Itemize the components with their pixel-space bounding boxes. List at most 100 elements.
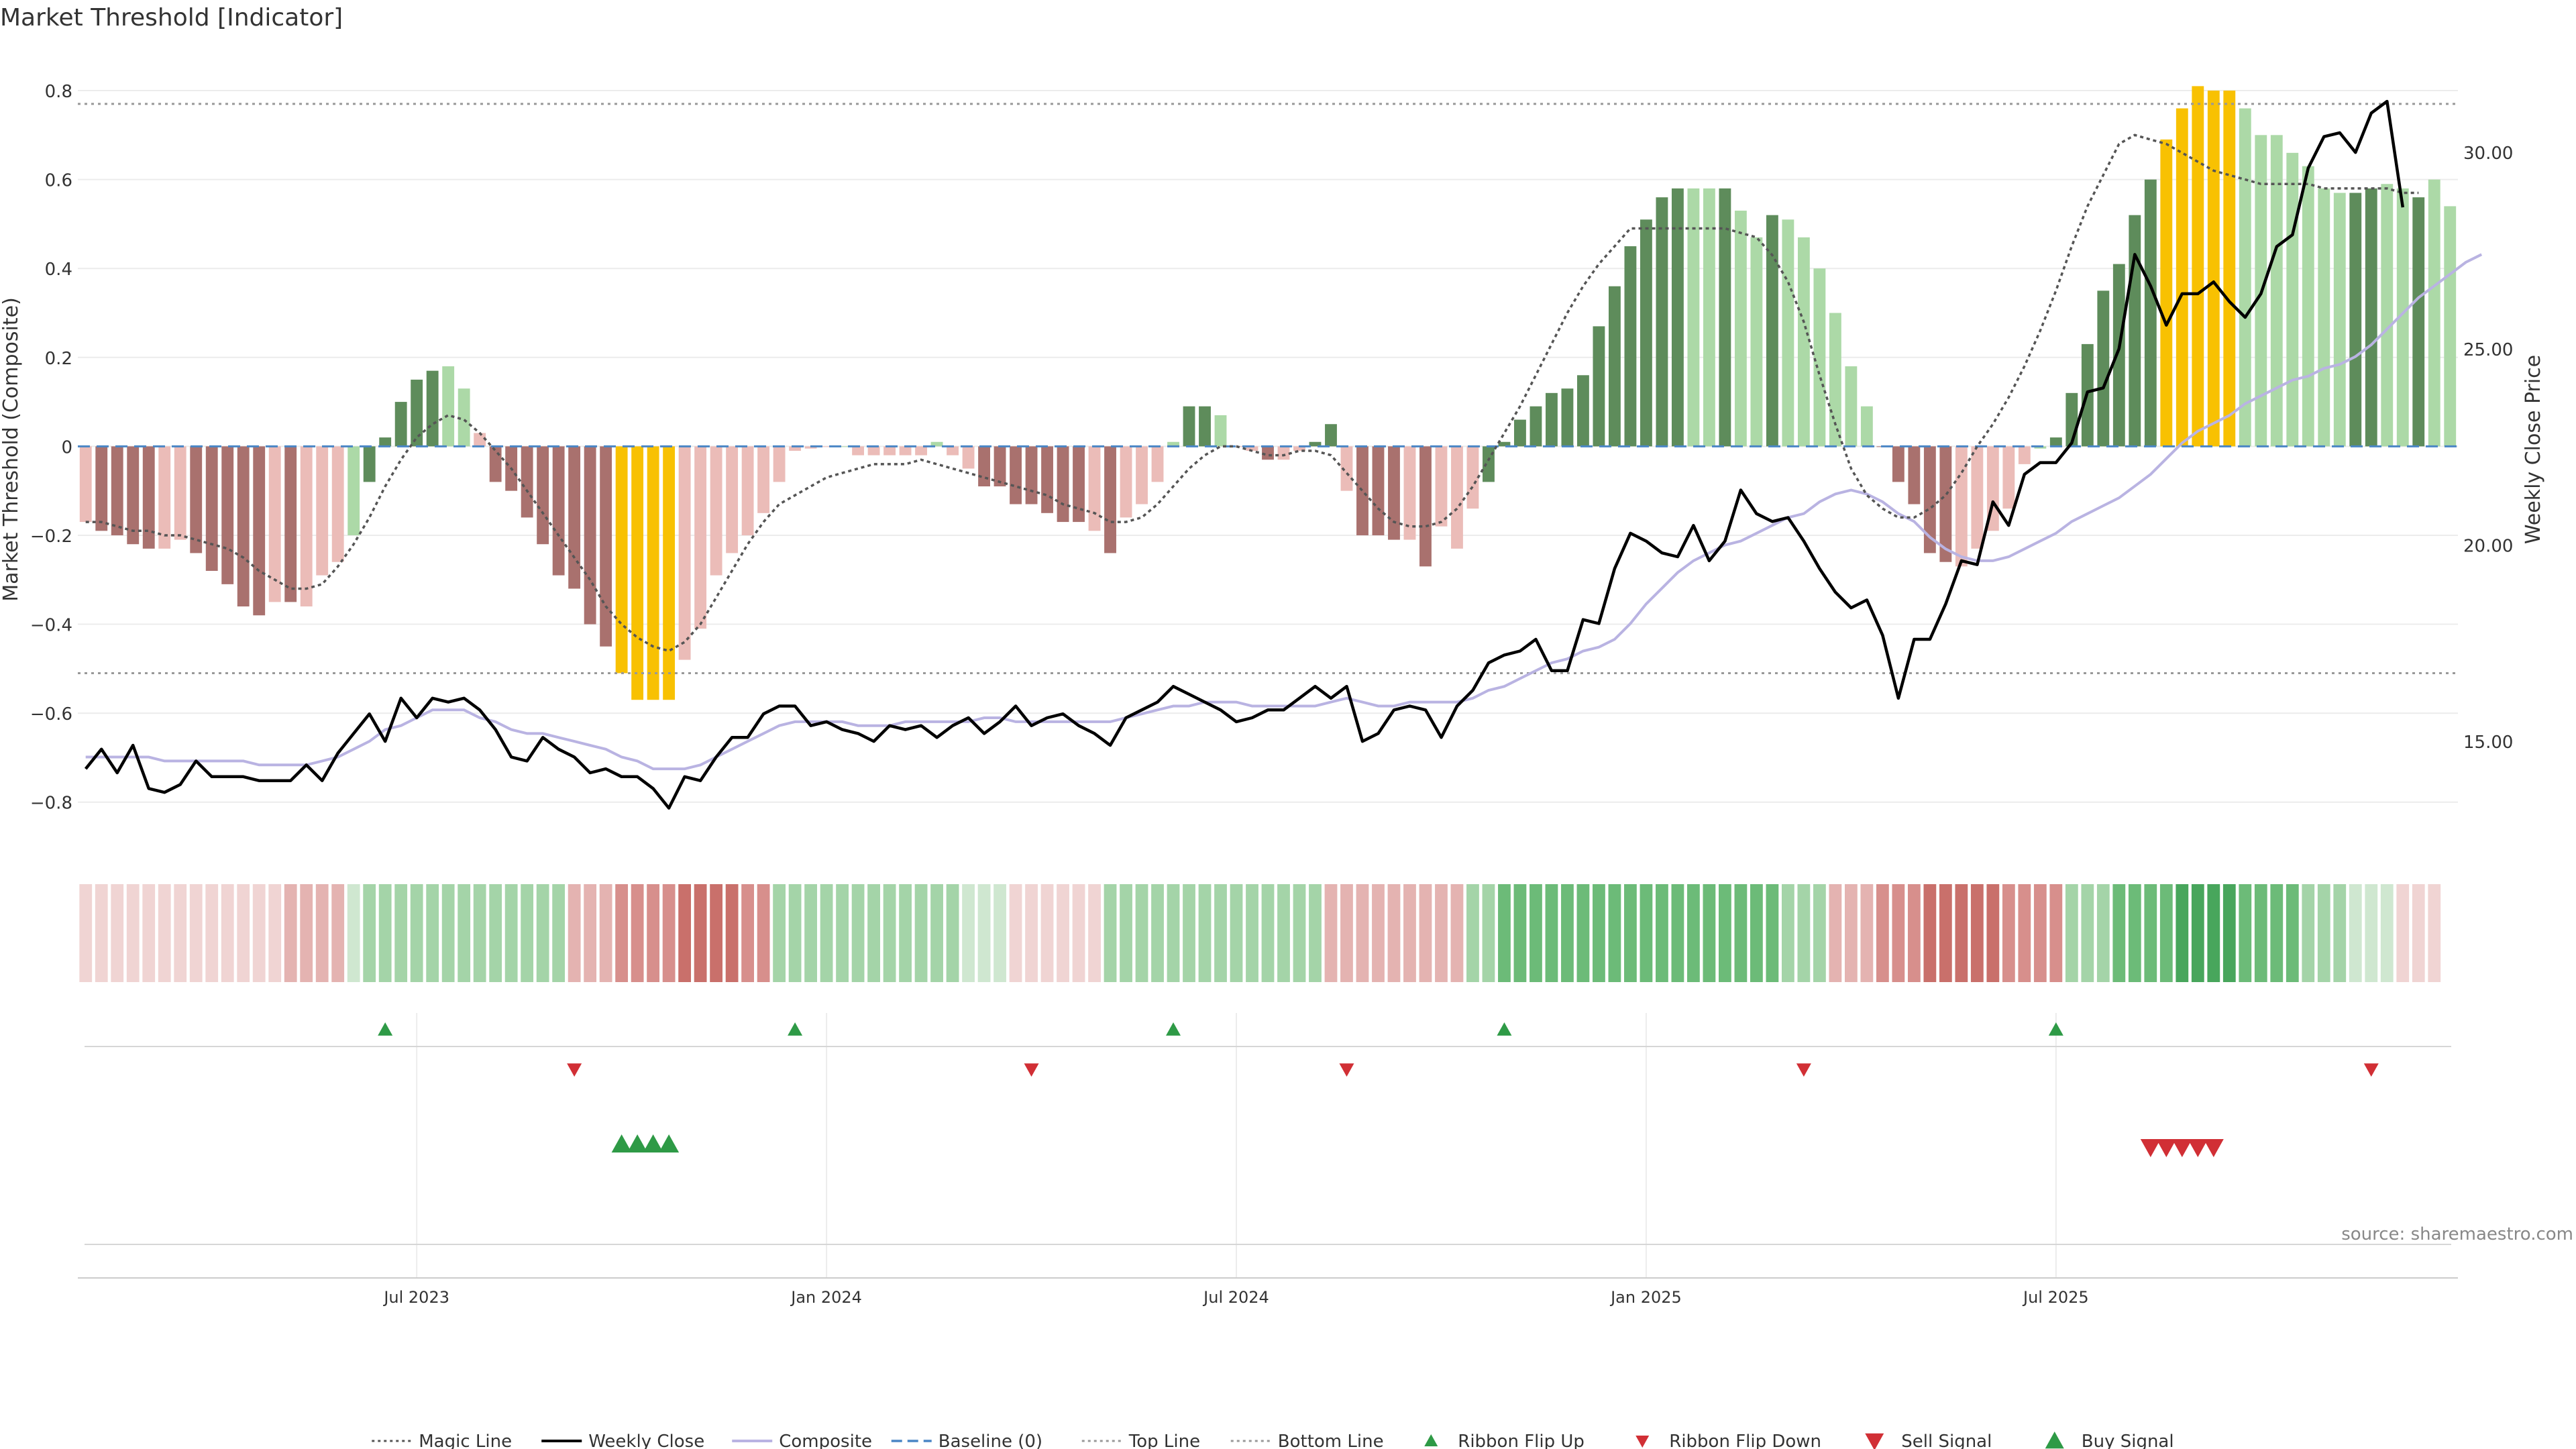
y2-tick-label: 20.00	[2463, 536, 2513, 556]
composite-bar	[237, 446, 250, 607]
ribbon-cell	[126, 884, 140, 982]
composite-bar	[2112, 264, 2125, 447]
ribbon-cell	[2317, 884, 2330, 982]
composite-bar	[1309, 441, 1322, 447]
composite-bar	[1151, 446, 1164, 482]
composite-bar	[2239, 108, 2251, 447]
composite-bar	[568, 446, 581, 589]
source-credit: source: sharemaestro.com	[2341, 1224, 2573, 1244]
ribbon-cell	[2365, 884, 2378, 982]
ribbon-cell	[1040, 884, 1054, 982]
legend-label: Baseline (0)	[938, 1432, 1042, 1449]
legend-item: Magic Line	[372, 1432, 512, 1449]
legend-item: Weekly Close	[541, 1432, 704, 1449]
composite-bar	[2412, 197, 2425, 447]
composite-bar	[394, 402, 407, 447]
legend-label: Bottom Line	[1278, 1432, 1384, 1449]
ribbon-cell	[2428, 884, 2441, 982]
legend-label: Weekly Close	[588, 1432, 704, 1449]
ribbon-cell	[111, 884, 124, 982]
ribbon-cell	[2396, 884, 2410, 982]
composite-bar	[2207, 91, 2220, 447]
composite-bar	[757, 446, 770, 513]
composite-bar	[1624, 246, 1637, 447]
ribbon-cell	[599, 884, 612, 982]
ribbon-cell	[331, 884, 345, 982]
ribbon-cell	[1687, 884, 1700, 982]
ribbon-cell	[1797, 884, 1811, 982]
composite-bar	[1529, 406, 1542, 447]
composite-bar	[426, 370, 439, 447]
ribbon-cell	[300, 884, 313, 982]
ribbon-cell	[2254, 884, 2267, 982]
composite-bar	[584, 446, 596, 625]
ribbon-flip-down-marker	[567, 1063, 582, 1077]
composite-bar	[1388, 446, 1400, 540]
ribbon-cell	[1372, 884, 1385, 982]
composite-bar	[2270, 135, 2283, 447]
ribbon-cell	[851, 884, 865, 982]
composite-bar	[1766, 215, 1778, 447]
ribbon-cell	[2286, 884, 2299, 982]
ribbon-cell	[1923, 884, 1937, 982]
composite-bar	[820, 446, 833, 447]
composite-bar	[2034, 446, 2047, 449]
composite-bar	[1687, 188, 1700, 447]
composite-bar	[174, 446, 186, 540]
ribbon-cell	[1293, 884, 1306, 982]
composite-bar	[316, 446, 329, 576]
legend-label: Ribbon Flip Up	[1458, 1432, 1585, 1449]
y-tick-label: −0.4	[30, 616, 72, 636]
ribbon-cell	[2380, 884, 2394, 982]
ribbon-cell	[1450, 884, 1464, 982]
legend-item: Composite	[732, 1432, 872, 1449]
ribbon-cell	[458, 884, 471, 982]
ribbon-cell	[1844, 884, 1858, 982]
ribbon-cell	[2112, 884, 2126, 982]
composite-bar	[915, 446, 928, 455]
composite-bar	[726, 446, 739, 553]
composite-bar	[521, 446, 533, 518]
signal-rows	[85, 1022, 2451, 1245]
composite-bar	[1120, 446, 1132, 518]
composite-bar	[1734, 211, 1747, 447]
ribbon-cell	[1340, 884, 1353, 982]
composite-bar	[1561, 388, 1574, 447]
composite-bar	[1293, 446, 1305, 451]
ribbon-cell	[1088, 884, 1101, 982]
composite-bar	[2160, 139, 2173, 447]
ribbon-cell	[252, 884, 266, 982]
composite-bar	[379, 437, 392, 447]
composite-bar	[1483, 446, 1495, 482]
ribbon-cell	[647, 884, 660, 982]
composite-bar	[458, 388, 470, 447]
buy-signal-marker	[611, 1134, 632, 1152]
composite-bar	[221, 446, 234, 584]
ribbon-cell	[1955, 884, 1968, 982]
composite-bar	[2428, 179, 2440, 447]
composite-bar	[2176, 108, 2188, 447]
ribbon-cell	[1986, 884, 2000, 982]
ribbon-cell	[1403, 884, 1416, 982]
composite-bar	[663, 446, 676, 700]
ribbon-cell	[1608, 884, 1621, 982]
ribbon-cell	[1009, 884, 1022, 982]
ribbon-cell	[2096, 884, 2110, 982]
ribbon-cell	[1892, 884, 1905, 982]
composite-bar	[79, 446, 92, 523]
ribbon-cell	[773, 884, 786, 982]
ribbon-cell	[883, 884, 896, 982]
legend-swatch	[1865, 1433, 1884, 1449]
composite-bar	[615, 446, 628, 674]
composite-bar	[2302, 166, 2314, 447]
ribbon-cell	[1057, 884, 1069, 982]
ribbon-cell	[237, 884, 250, 982]
composite-bar	[1372, 446, 1385, 535]
ribbon-cell	[757, 884, 770, 982]
ribbon-cell	[1246, 884, 1258, 982]
ribbon-cell	[2128, 884, 2141, 982]
ribbon-flip-down-marker	[1796, 1063, 1811, 1077]
ribbon-flip-up-marker	[788, 1022, 803, 1036]
legend-swatch	[1635, 1436, 1650, 1448]
legend-swatch	[1424, 1434, 1438, 1446]
